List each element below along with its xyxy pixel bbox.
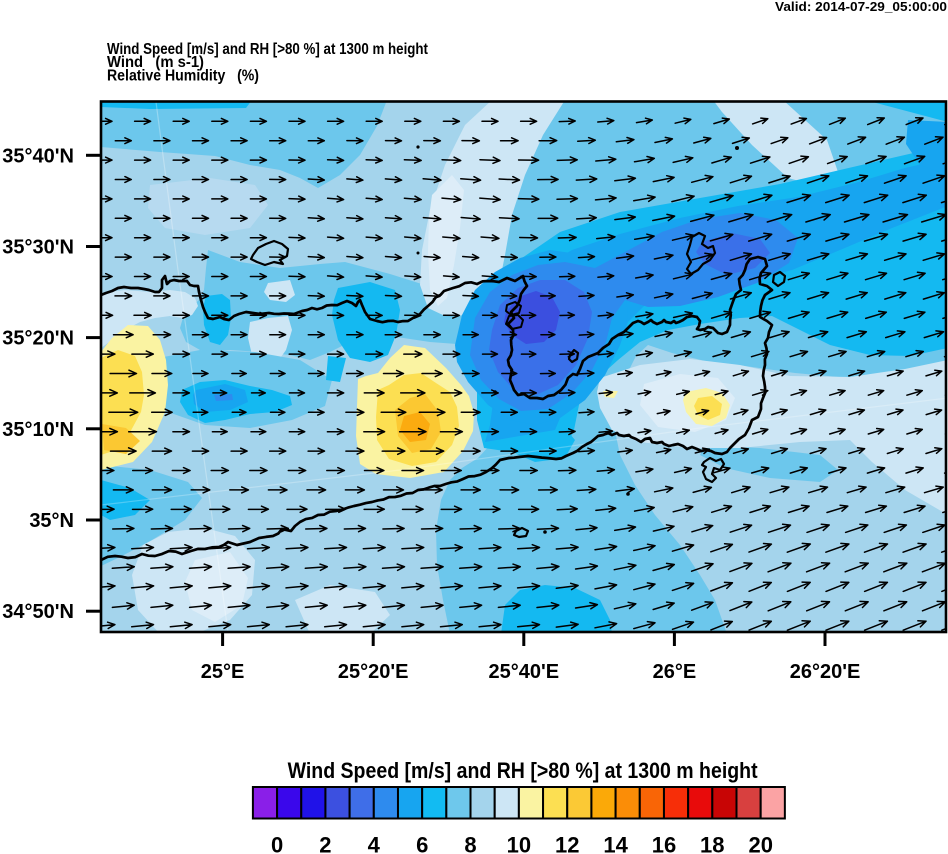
svg-text:20: 20	[748, 833, 772, 854]
svg-text:Relative Humidity (%): Relative Humidity (%)	[107, 67, 259, 84]
svg-text:12: 12	[555, 833, 579, 854]
svg-text:25°E: 25°E	[201, 661, 245, 683]
svg-text:16: 16	[652, 833, 676, 854]
svg-text:Wind Speed [m/s] and RH [>80 %: Wind Speed [m/s] and RH [>80 %] at 1300 …	[107, 41, 429, 58]
svg-text:0: 0	[271, 833, 283, 854]
svg-text:14: 14	[603, 833, 628, 854]
svg-text:6: 6	[416, 833, 428, 854]
svg-text:25°20'E: 25°20'E	[338, 661, 409, 683]
svg-text:Wind (m s-1): Wind (m s-1)	[107, 54, 204, 71]
svg-text:18: 18	[700, 833, 724, 854]
svg-text:Valid: 2014-07-29_05:00:00: Valid: 2014-07-29_05:00:00	[775, 0, 947, 14]
svg-text:35°20'N: 35°20'N	[2, 328, 74, 350]
svg-text:35°10'N: 35°10'N	[2, 419, 74, 441]
svg-text:4: 4	[368, 833, 381, 854]
svg-text:35°30'N: 35°30'N	[2, 237, 74, 259]
svg-text:8: 8	[464, 833, 476, 854]
svg-text:25°40'E: 25°40'E	[489, 661, 560, 683]
svg-text:26°20'E: 26°20'E	[790, 661, 861, 683]
svg-text:2: 2	[319, 833, 331, 854]
svg-text:10: 10	[507, 833, 531, 854]
svg-text:34°50'N: 34°50'N	[2, 601, 74, 623]
svg-text:35°40'N: 35°40'N	[2, 145, 74, 167]
svg-text:Wind Speed [m/s] and RH [>80 %: Wind Speed [m/s] and RH [>80 %] at 1300 …	[288, 758, 759, 783]
svg-text:26°E: 26°E	[653, 661, 697, 683]
svg-text:35°N: 35°N	[29, 510, 74, 532]
